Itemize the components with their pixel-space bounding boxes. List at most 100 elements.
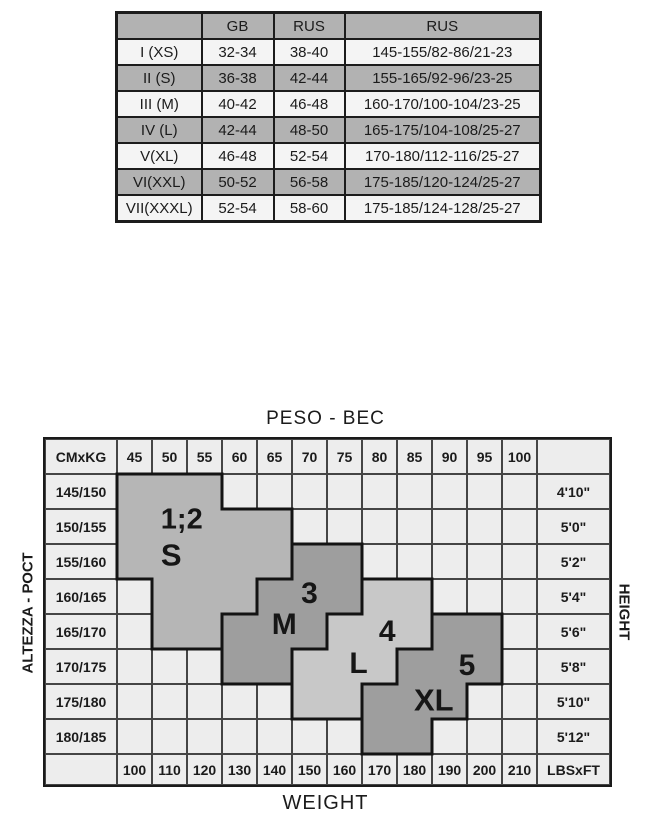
data-cell [502, 614, 537, 649]
data-cell [502, 544, 537, 579]
data-cell [397, 579, 432, 614]
table-cell: 165-175/104-108/25-27 [343, 116, 542, 144]
data-cell [292, 649, 327, 684]
data-cell [397, 544, 432, 579]
data-cell [327, 474, 362, 509]
data-cell [467, 719, 502, 754]
data-cell [292, 684, 327, 719]
data-cell [467, 614, 502, 649]
data-cell [362, 719, 397, 754]
data-cell [152, 474, 187, 509]
table-cell: 38-40 [272, 38, 346, 66]
data-cell [222, 509, 257, 544]
table-cell: VI(XXL) [115, 168, 203, 196]
data-cell [432, 649, 467, 684]
data-cell [292, 474, 327, 509]
data-cell [432, 614, 467, 649]
data-cell [362, 474, 397, 509]
data-cell [152, 544, 187, 579]
data-cell [397, 719, 432, 754]
table-cell: I (XS) [115, 38, 203, 66]
ft-label-cell: 5'2" [537, 544, 610, 579]
data-cell [502, 649, 537, 684]
table-cell: 46-48 [272, 90, 346, 118]
table-cell: 175-185/120-124/25-27 [343, 168, 542, 196]
kg-tick-cell: 90 [432, 439, 467, 474]
data-cell [187, 474, 222, 509]
table-cell: 52-54 [200, 194, 275, 223]
table-cell: III (M) [115, 90, 203, 118]
cm-label-cell: 150/155 [45, 509, 117, 544]
kg-tick-cell: 55 [187, 439, 222, 474]
data-cell [152, 579, 187, 614]
data-cell [292, 614, 327, 649]
table-cell: 48-50 [272, 116, 346, 144]
data-cell [292, 509, 327, 544]
data-cell [187, 649, 222, 684]
data-cell [467, 474, 502, 509]
table-body: GB RUS RUS I (XS) 32-34 38-40 145-155/82-86/21… [115, 11, 542, 223]
data-cell [397, 684, 432, 719]
data-cell [432, 719, 467, 754]
data-cell [222, 579, 257, 614]
data-cell [362, 509, 397, 544]
cm-label-cell: 175/180 [45, 684, 117, 719]
data-cell [292, 719, 327, 754]
data-cell [397, 614, 432, 649]
table-cell: 50-52 [200, 168, 275, 196]
lbs-tick-cell: 120 [187, 754, 222, 785]
data-cell [222, 614, 257, 649]
data-cell [432, 509, 467, 544]
data-cell [362, 684, 397, 719]
data-cell [117, 509, 152, 544]
data-cell [362, 544, 397, 579]
table-cell: 170-180/112-116/25-27 [343, 142, 542, 170]
ft-label-cell: 5'0" [537, 509, 610, 544]
table-row: VI(XXL) 50-52 56-58 175-185/120-124/25-27 [115, 168, 542, 196]
data-cell [257, 544, 292, 579]
data-cell [152, 509, 187, 544]
data-cell [117, 649, 152, 684]
data-cell [257, 614, 292, 649]
table-cell: V(XL) [115, 142, 203, 170]
data-cell [327, 649, 362, 684]
header-empty-cell [537, 439, 610, 474]
data-cell [292, 579, 327, 614]
data-cell [327, 614, 362, 649]
lbs-tick-cell: 140 [257, 754, 292, 785]
data-cell [257, 649, 292, 684]
data-cell [187, 614, 222, 649]
kg-tick-cell: 70 [292, 439, 327, 474]
kg-tick-cell: 45 [117, 439, 152, 474]
data-cell [187, 544, 222, 579]
data-cell [432, 579, 467, 614]
data-cell [117, 684, 152, 719]
cm-label-cell: 160/165 [45, 579, 117, 614]
data-cell [222, 719, 257, 754]
lbs-tick-cell: 200 [467, 754, 502, 785]
table-cell: VII(XXXL) [115, 194, 203, 223]
table-row: V(XL) 46-48 52-54 170-180/112-116/25-27 [115, 142, 542, 170]
cm-label-cell: 170/175 [45, 649, 117, 684]
table-cell: IV (L) [115, 116, 203, 144]
table-row: IV (L) 42-44 48-50 165-175/104-108/25-27 [115, 116, 542, 144]
data-cell [117, 474, 152, 509]
table-cell: GB [200, 11, 275, 40]
data-cell [467, 649, 502, 684]
table-cell [115, 11, 203, 40]
data-cell [117, 719, 152, 754]
data-cell [502, 509, 537, 544]
table-cell: 58-60 [272, 194, 346, 223]
data-cell [432, 684, 467, 719]
data-cell [467, 544, 502, 579]
data-cell [152, 719, 187, 754]
table-row: VII(XXXL) 52-54 58-60 175-185/124-128/25-27 [115, 194, 542, 223]
unit-cell-lbsxft: LBSxFT [537, 754, 610, 785]
data-cell [222, 544, 257, 579]
table-cell: II (S) [115, 64, 203, 92]
footer-empty-cell [45, 754, 117, 785]
data-cell [467, 579, 502, 614]
kg-tick-cell: 65 [257, 439, 292, 474]
data-cell [152, 684, 187, 719]
lbs-tick-cell: 170 [362, 754, 397, 785]
